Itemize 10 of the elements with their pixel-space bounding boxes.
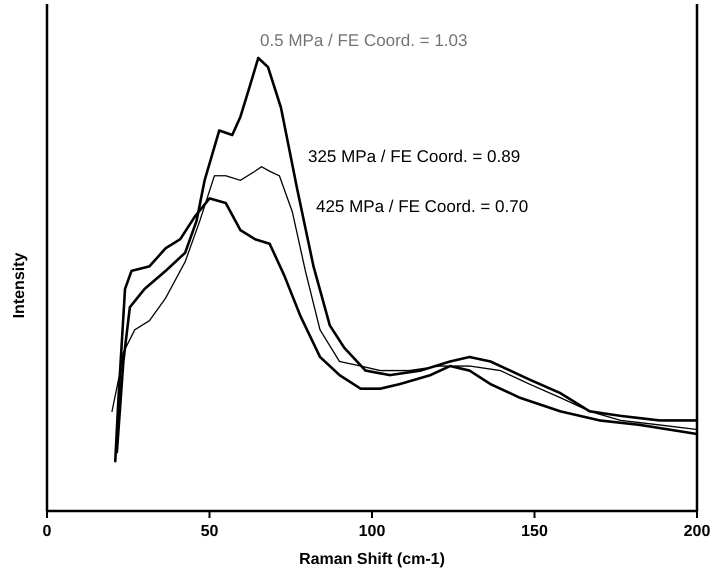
x-tick-label: 200 <box>684 523 710 540</box>
x-axis-title: Raman Shift (cm-1) <box>299 551 445 568</box>
x-tick-label: 150 <box>521 523 548 540</box>
annotation: 425 MPa / FE Coord. = 0.70 <box>316 197 528 216</box>
x-tick-label: 100 <box>358 523 386 540</box>
annotation: 325 MPa / FE Coord. = 0.89 <box>308 147 520 166</box>
text: 0.5 MPa / FE Coord. = 1.03 <box>260 31 468 50</box>
y-axis-title: Intensity <box>11 252 28 318</box>
x-tick-label: 50 <box>200 523 218 540</box>
x-tick-label: 0 <box>42 523 52 540</box>
